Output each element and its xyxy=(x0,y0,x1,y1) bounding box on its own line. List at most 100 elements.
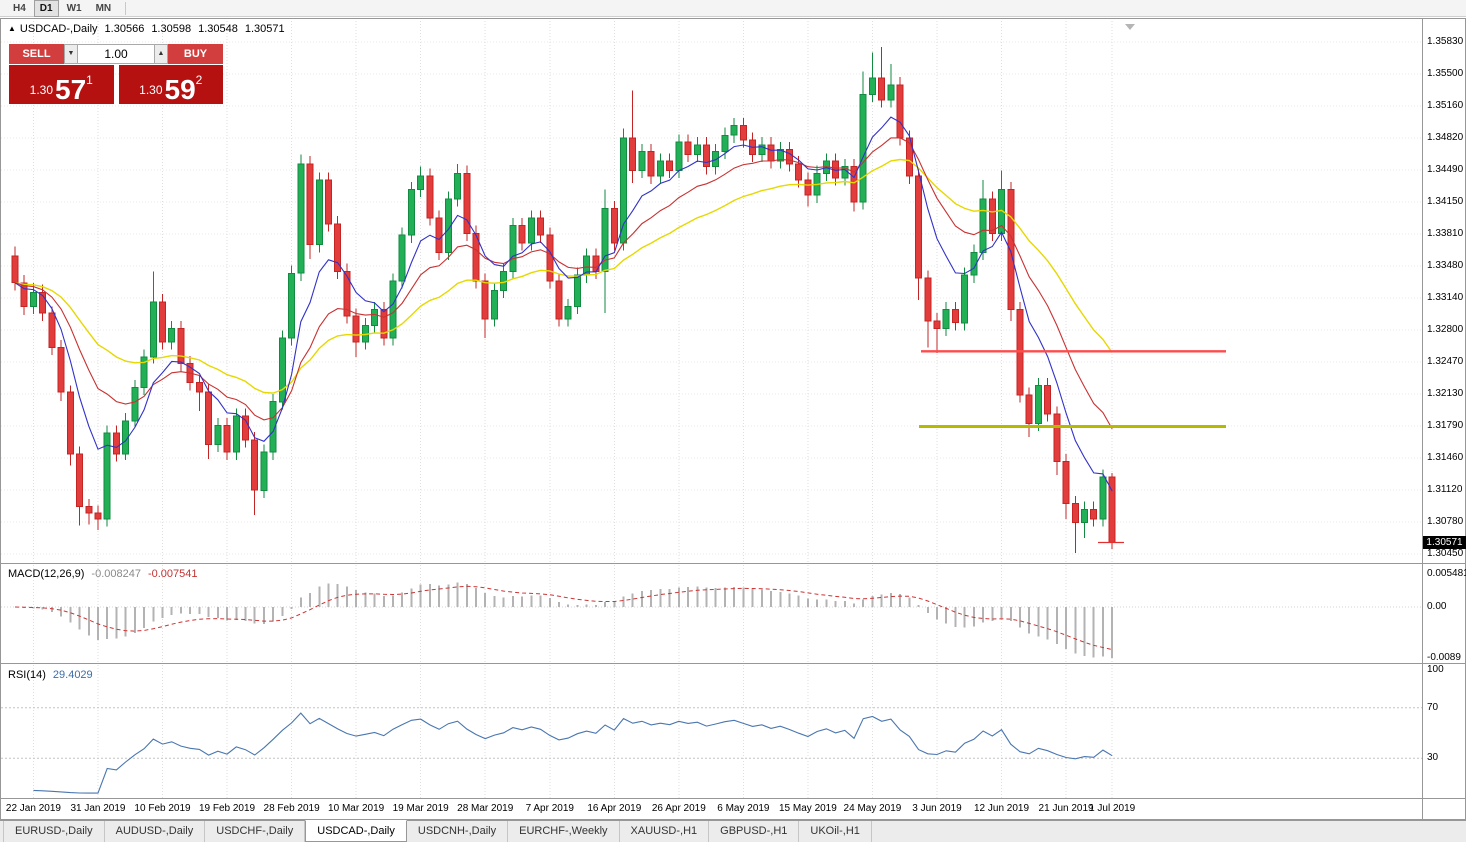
time-axis-label: 21 Jun 2019 xyxy=(1038,803,1094,814)
time-axis-label: 10 Feb 2019 xyxy=(134,803,191,814)
time-axis[interactable]: 22 Jan 2019 31 Jan 2019 10 Feb 2019 19 Feb … xyxy=(1,800,1422,819)
buy-price-sup: 2 xyxy=(195,73,203,87)
rsi-indicator-label: RSI(14) 29.4029 xyxy=(8,669,93,681)
timeframe-toolbar: H4 D1 W1 MN xyxy=(0,0,1466,17)
time-axis-label: 28 Mar 2019 xyxy=(457,803,514,814)
buy-price-big: 59 xyxy=(164,73,196,105)
price-axis-label: 1.35160 xyxy=(1427,100,1464,111)
price-axis-label: 1.35830 xyxy=(1427,36,1464,47)
panel-splitter[interactable] xyxy=(1,663,1465,664)
time-axis-label: 7 Apr 2019 xyxy=(525,803,574,814)
grid-layer xyxy=(1,21,1422,798)
timeframe-button-mn[interactable]: MN xyxy=(95,2,112,14)
chart-tab-gbpusd-h1[interactable]: GBPUSD-,H1 xyxy=(709,821,800,842)
sell-price-base: 1.30 xyxy=(29,83,53,97)
macd-signal-line xyxy=(14,585,1113,651)
chart-tab-xauusd-h1[interactable]: XAUUSD-,H1 xyxy=(620,821,710,842)
tick-direction-icon: ▲ xyxy=(8,24,16,33)
rsi-axis-label: 100 xyxy=(1427,664,1444,675)
price-axis-label: 1.31120 xyxy=(1427,484,1463,495)
price-axis-label: 1.32130 xyxy=(1427,388,1464,399)
rsi-line xyxy=(33,712,1113,794)
buy-button[interactable]: BUY xyxy=(168,44,223,64)
macd-axis-label: 0.005481 xyxy=(1427,568,1466,579)
macd-main-value: -0.008247 xyxy=(91,568,141,580)
rsi-axis-label: 70 xyxy=(1427,702,1439,713)
volume-increase-button[interactable]: ▲ xyxy=(154,44,168,64)
timeframe-button-w1[interactable]: W1 xyxy=(66,2,82,14)
time-axis-label: 31 Jan 2019 xyxy=(70,803,126,814)
toolbar-separator xyxy=(125,1,127,15)
rsi-name: RSI(14) xyxy=(8,669,46,681)
chart-tab-usdchf-daily[interactable]: USDCHF-,Daily xyxy=(205,821,306,842)
chart-tab-usdcad-daily[interactable]: USDCAD-,Daily xyxy=(305,820,407,842)
price-axis-label: 1.30450 xyxy=(1427,548,1464,559)
current-price-tag: 1.30571 xyxy=(1423,535,1466,549)
price-axis-label: 1.33140 xyxy=(1427,292,1464,303)
time-axis-label: 3 Jun 2019 xyxy=(912,803,962,814)
price-axis-label: 1.35500 xyxy=(1427,68,1464,79)
buy-price-display[interactable]: 1.30 59 2 xyxy=(118,65,223,105)
panel-splitter[interactable] xyxy=(1,798,1465,799)
price-axis-label: 1.32470 xyxy=(1427,356,1464,367)
sell-price-big: 57 xyxy=(55,73,87,105)
price-axis-label: 1.34150 xyxy=(1427,196,1464,207)
time-axis-label: 26 Apr 2019 xyxy=(651,803,706,814)
timeframe-button-h4[interactable]: H4 xyxy=(13,2,26,14)
time-axis-label: 10 Mar 2019 xyxy=(328,803,385,814)
macd-axis-label: 0.00 xyxy=(1427,601,1447,612)
ohlc-high: 1.30598 xyxy=(151,23,192,35)
macd-histogram xyxy=(23,582,1114,658)
volume-decrease-button[interactable]: ▼ xyxy=(64,44,78,64)
chart-tab-audusd-daily[interactable]: AUDUSD-,Daily xyxy=(105,821,206,842)
time-axis-label: 6 May 2019 xyxy=(717,803,770,814)
time-axis-label: 1 Jul 2019 xyxy=(1089,803,1136,814)
time-axis-label: 22 Jan 2019 xyxy=(5,803,61,814)
chart-canvas[interactable] xyxy=(1,19,1422,819)
ohlc-close: 1.30571 xyxy=(244,23,285,35)
chart-tab-eurusd-daily[interactable]: EURUSD-,Daily xyxy=(3,821,105,842)
macd-axis-label: -0.0089 xyxy=(1427,652,1461,663)
rsi-axis-label: 30 xyxy=(1427,752,1439,763)
price-axis-label: 1.34820 xyxy=(1427,132,1464,143)
chart-window: ▲ USDCAD-,Daily 1.30566 1.30598 1.30548 1.305… xyxy=(0,18,1466,820)
moving-average-7 xyxy=(14,116,1113,492)
price-axis-label: 1.33810 xyxy=(1427,228,1464,239)
chart-tabs-bar: EURUSD-,Daily AUDUSD-,Daily USDCHF-,Daily U… xyxy=(0,820,1466,842)
volume-input[interactable] xyxy=(78,44,154,64)
candles-layer xyxy=(11,46,1116,553)
time-axis-label: 12 Jun 2019 xyxy=(974,803,1030,814)
chart-symbol-label: USDCAD-,Daily xyxy=(19,23,98,35)
timeframe-button-d1[interactable]: D1 xyxy=(33,0,59,17)
price-axis-label: 1.31460 xyxy=(1427,452,1464,463)
macd-signal-value: -0.007541 xyxy=(147,568,198,580)
ohlc-low: 1.30548 xyxy=(198,23,238,35)
time-axis-label: 16 Apr 2019 xyxy=(587,803,642,814)
macd-name: MACD(12,26,9) xyxy=(8,568,85,580)
time-axis-label: 19 Feb 2019 xyxy=(198,803,256,814)
panel-splitter[interactable] xyxy=(1,563,1465,564)
chart-tab-usdcnh-daily[interactable]: USDCNH-,Daily xyxy=(407,821,509,842)
macd-indicator-label: MACD(12,26,9) -0.008247 -0.007541 xyxy=(8,568,198,580)
price-axis-label: 1.34490 xyxy=(1427,164,1464,175)
time-axis-label: 15 May 2019 xyxy=(778,803,837,814)
chart-shift-marker-icon xyxy=(1125,24,1135,30)
buy-price-base: 1.30 xyxy=(139,83,163,97)
price-axis-label: 1.32800 xyxy=(1427,324,1464,335)
chart-tab-eurchf-weekly[interactable]: EURCHF-,Weekly xyxy=(508,821,620,842)
price-axis-label: 1.30780 xyxy=(1427,516,1464,527)
chart-tab-ukoil-h1[interactable]: UKOil-,H1 xyxy=(799,821,872,842)
price-axis-label: 1.33480 xyxy=(1427,260,1464,271)
time-axis-label: 24 May 2019 xyxy=(843,803,902,814)
ohlc-status-line: ▲ USDCAD-,Daily 1.30566 1.30598 1.30548 1.305… xyxy=(8,23,285,35)
moving-average-30 xyxy=(14,158,1113,394)
time-axis-label: 19 Mar 2019 xyxy=(392,803,449,814)
price-axis[interactable]: 1.30571 1.35830 1.35500 1.35160 1.34820 1.34… xyxy=(1422,19,1466,819)
sell-button[interactable]: SELL xyxy=(9,44,64,64)
time-axis-label: 28 Feb 2019 xyxy=(263,803,320,814)
sell-price-display[interactable]: 1.30 57 1 xyxy=(9,65,114,104)
moving-average-15 xyxy=(14,137,1113,430)
price-axis-label: 1.31790 xyxy=(1427,420,1464,431)
